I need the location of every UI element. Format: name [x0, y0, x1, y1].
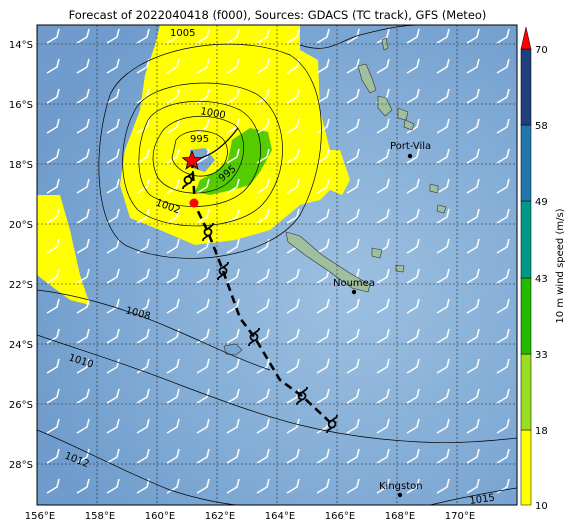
- colorbar-tick-58: 58: [535, 121, 548, 132]
- plot-frame: [36, 24, 518, 506]
- tropical-cyclone-symbol: [296, 386, 308, 406]
- isobar-998: [152, 115, 244, 194]
- y-tick-18: 18°S: [9, 160, 33, 171]
- isobar-1010: [37, 334, 517, 443]
- colorbar-tick-18: 18: [535, 426, 548, 437]
- colorbar-band-18-33: [520, 353, 532, 431]
- cyclone-track: [190, 159, 333, 425]
- new-caledonia-land: [285, 231, 371, 293]
- isobar-995-inner: [171, 130, 228, 177]
- colorbar-tick-43: 43: [535, 274, 548, 285]
- isobar-1000: [138, 100, 261, 207]
- y-tick-28: 28°S: [9, 460, 33, 471]
- isobar-label-1000: 1000: [199, 106, 226, 121]
- x-tick-158: 158°E: [85, 511, 115, 522]
- noumea-marker: [351, 289, 357, 295]
- y-tick-20: 20°S: [9, 220, 33, 231]
- colorbar-label: 10 m wind speed (m/s): [555, 208, 566, 323]
- isobar-1005: [98, 43, 322, 259]
- vanuatu-land-3: [397, 107, 409, 121]
- y-tick-22: 22°S: [9, 280, 33, 291]
- place-label-port-vila: Port-Vila: [390, 141, 431, 152]
- y-tick-14: 14°S: [9, 40, 33, 51]
- isobar-east: [299, 25, 421, 49]
- tropical-cyclone-symbol: [202, 222, 214, 242]
- track-points: [182, 170, 338, 434]
- colorbar-band-58-70: [520, 48, 532, 126]
- x-tick-168: 168°E: [385, 511, 415, 522]
- loyalty-land-1: [371, 247, 383, 259]
- y-tick-24: 24°S: [9, 340, 33, 351]
- vanuatu-land-5: [429, 183, 439, 194]
- vanuatu-land-6: [436, 204, 447, 214]
- tropical-cyclone-symbol: [248, 327, 260, 347]
- y-tick-26: 26°S: [9, 400, 33, 411]
- isobar-label-1005: 1005: [170, 28, 195, 39]
- x-tick-160: 160°E: [145, 511, 175, 522]
- tropical-cyclone-symbol: [182, 170, 194, 190]
- isobar-label-1015: 1015: [469, 493, 496, 507]
- place-label-kingston: Kingston: [379, 481, 423, 492]
- colorbar-band-10-18: [520, 429, 532, 506]
- place-label-noumea: Noumea: [333, 278, 375, 289]
- x-tick-166: 166°E: [325, 511, 355, 522]
- colorbar-tick-70: 70: [535, 45, 548, 56]
- isobar-1012: [37, 429, 241, 505]
- x-axis-labels: 156°E 158°E 160°E 162°E 164°E 166°E 168°…: [25, 511, 475, 522]
- colorbar-band-43-49: [520, 200, 532, 279]
- tropical-cyclone-symbol: [217, 261, 229, 281]
- isobars: [37, 25, 517, 505]
- current-position-dot: [189, 198, 199, 208]
- port-vila-marker: [407, 153, 413, 159]
- y-tick-16: 16°S: [9, 100, 33, 111]
- isobar-1008: [37, 289, 271, 371]
- y-axis-labels: 14°S 16°S 18°S 20°S 22°S 24°S 26°S 28°S: [9, 40, 33, 471]
- loyalty-land-2: [395, 264, 405, 273]
- colorbar-band-49-58: [520, 124, 532, 202]
- tropical-cyclone-symbol: [326, 414, 338, 434]
- red-star-icon: [181, 149, 203, 170]
- x-tick-170: 170°E: [445, 511, 475, 522]
- vanuatu-land-4: [403, 119, 415, 131]
- isobar-1015: [429, 487, 517, 505]
- colorbar-extend-arrow: [520, 26, 532, 50]
- kingston-marker: [397, 492, 403, 498]
- colorbar-band-33-43: [520, 277, 532, 355]
- isobar-1002: [122, 82, 283, 227]
- colorbar-tick-10: 10: [535, 501, 548, 512]
- map-title: Forecast of 2022040418 (f000), Sources: …: [68, 8, 487, 22]
- plot-area: 1005 1000 995 995 1002 1008 1010 1012 10…: [37, 25, 517, 507]
- gridlines: [37, 25, 517, 505]
- x-tick-164: 164°E: [265, 511, 295, 522]
- colorbar-tick-49: 49: [535, 197, 548, 208]
- x-tick-156: 156°E: [25, 511, 55, 522]
- colorbar: 10 18 33 43 49 58 70 10 m wind speed (m/…: [520, 26, 566, 512]
- x-tick-162: 162°E: [205, 511, 235, 522]
- vanuatu-land-1: [357, 63, 377, 94]
- colorbar-tick-33: 33: [535, 350, 548, 361]
- isobar-label-995: 995: [190, 134, 209, 145]
- vanuatu-land-2: [377, 95, 393, 117]
